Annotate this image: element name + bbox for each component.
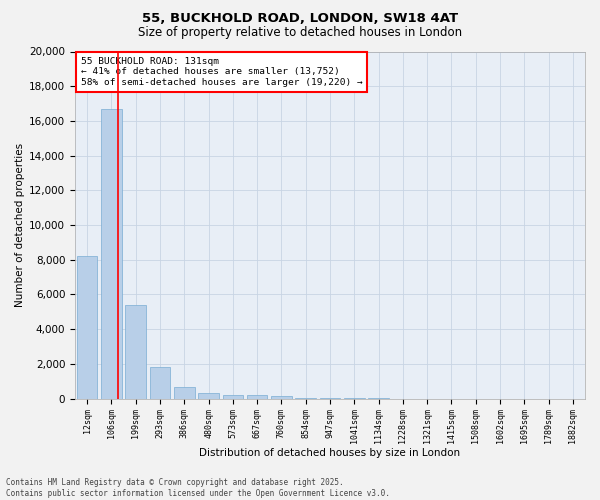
Text: Contains HM Land Registry data © Crown copyright and database right 2025.
Contai: Contains HM Land Registry data © Crown c…: [6, 478, 390, 498]
X-axis label: Distribution of detached houses by size in London: Distribution of detached houses by size …: [199, 448, 461, 458]
Text: Size of property relative to detached houses in London: Size of property relative to detached ho…: [138, 26, 462, 39]
Bar: [247, 396, 268, 398]
Bar: [149, 366, 170, 398]
Bar: [271, 396, 292, 398]
Bar: [101, 109, 122, 399]
Text: 55, BUCKHOLD ROAD, LONDON, SW18 4AT: 55, BUCKHOLD ROAD, LONDON, SW18 4AT: [142, 12, 458, 26]
Y-axis label: Number of detached properties: Number of detached properties: [15, 143, 25, 307]
Bar: [198, 392, 219, 398]
Text: 55 BUCKHOLD ROAD: 131sqm
← 41% of detached houses are smaller (13,752)
58% of se: 55 BUCKHOLD ROAD: 131sqm ← 41% of detach…: [80, 57, 362, 87]
Bar: [223, 395, 243, 398]
Bar: [174, 388, 194, 398]
Bar: [77, 256, 97, 398]
Bar: [125, 305, 146, 398]
